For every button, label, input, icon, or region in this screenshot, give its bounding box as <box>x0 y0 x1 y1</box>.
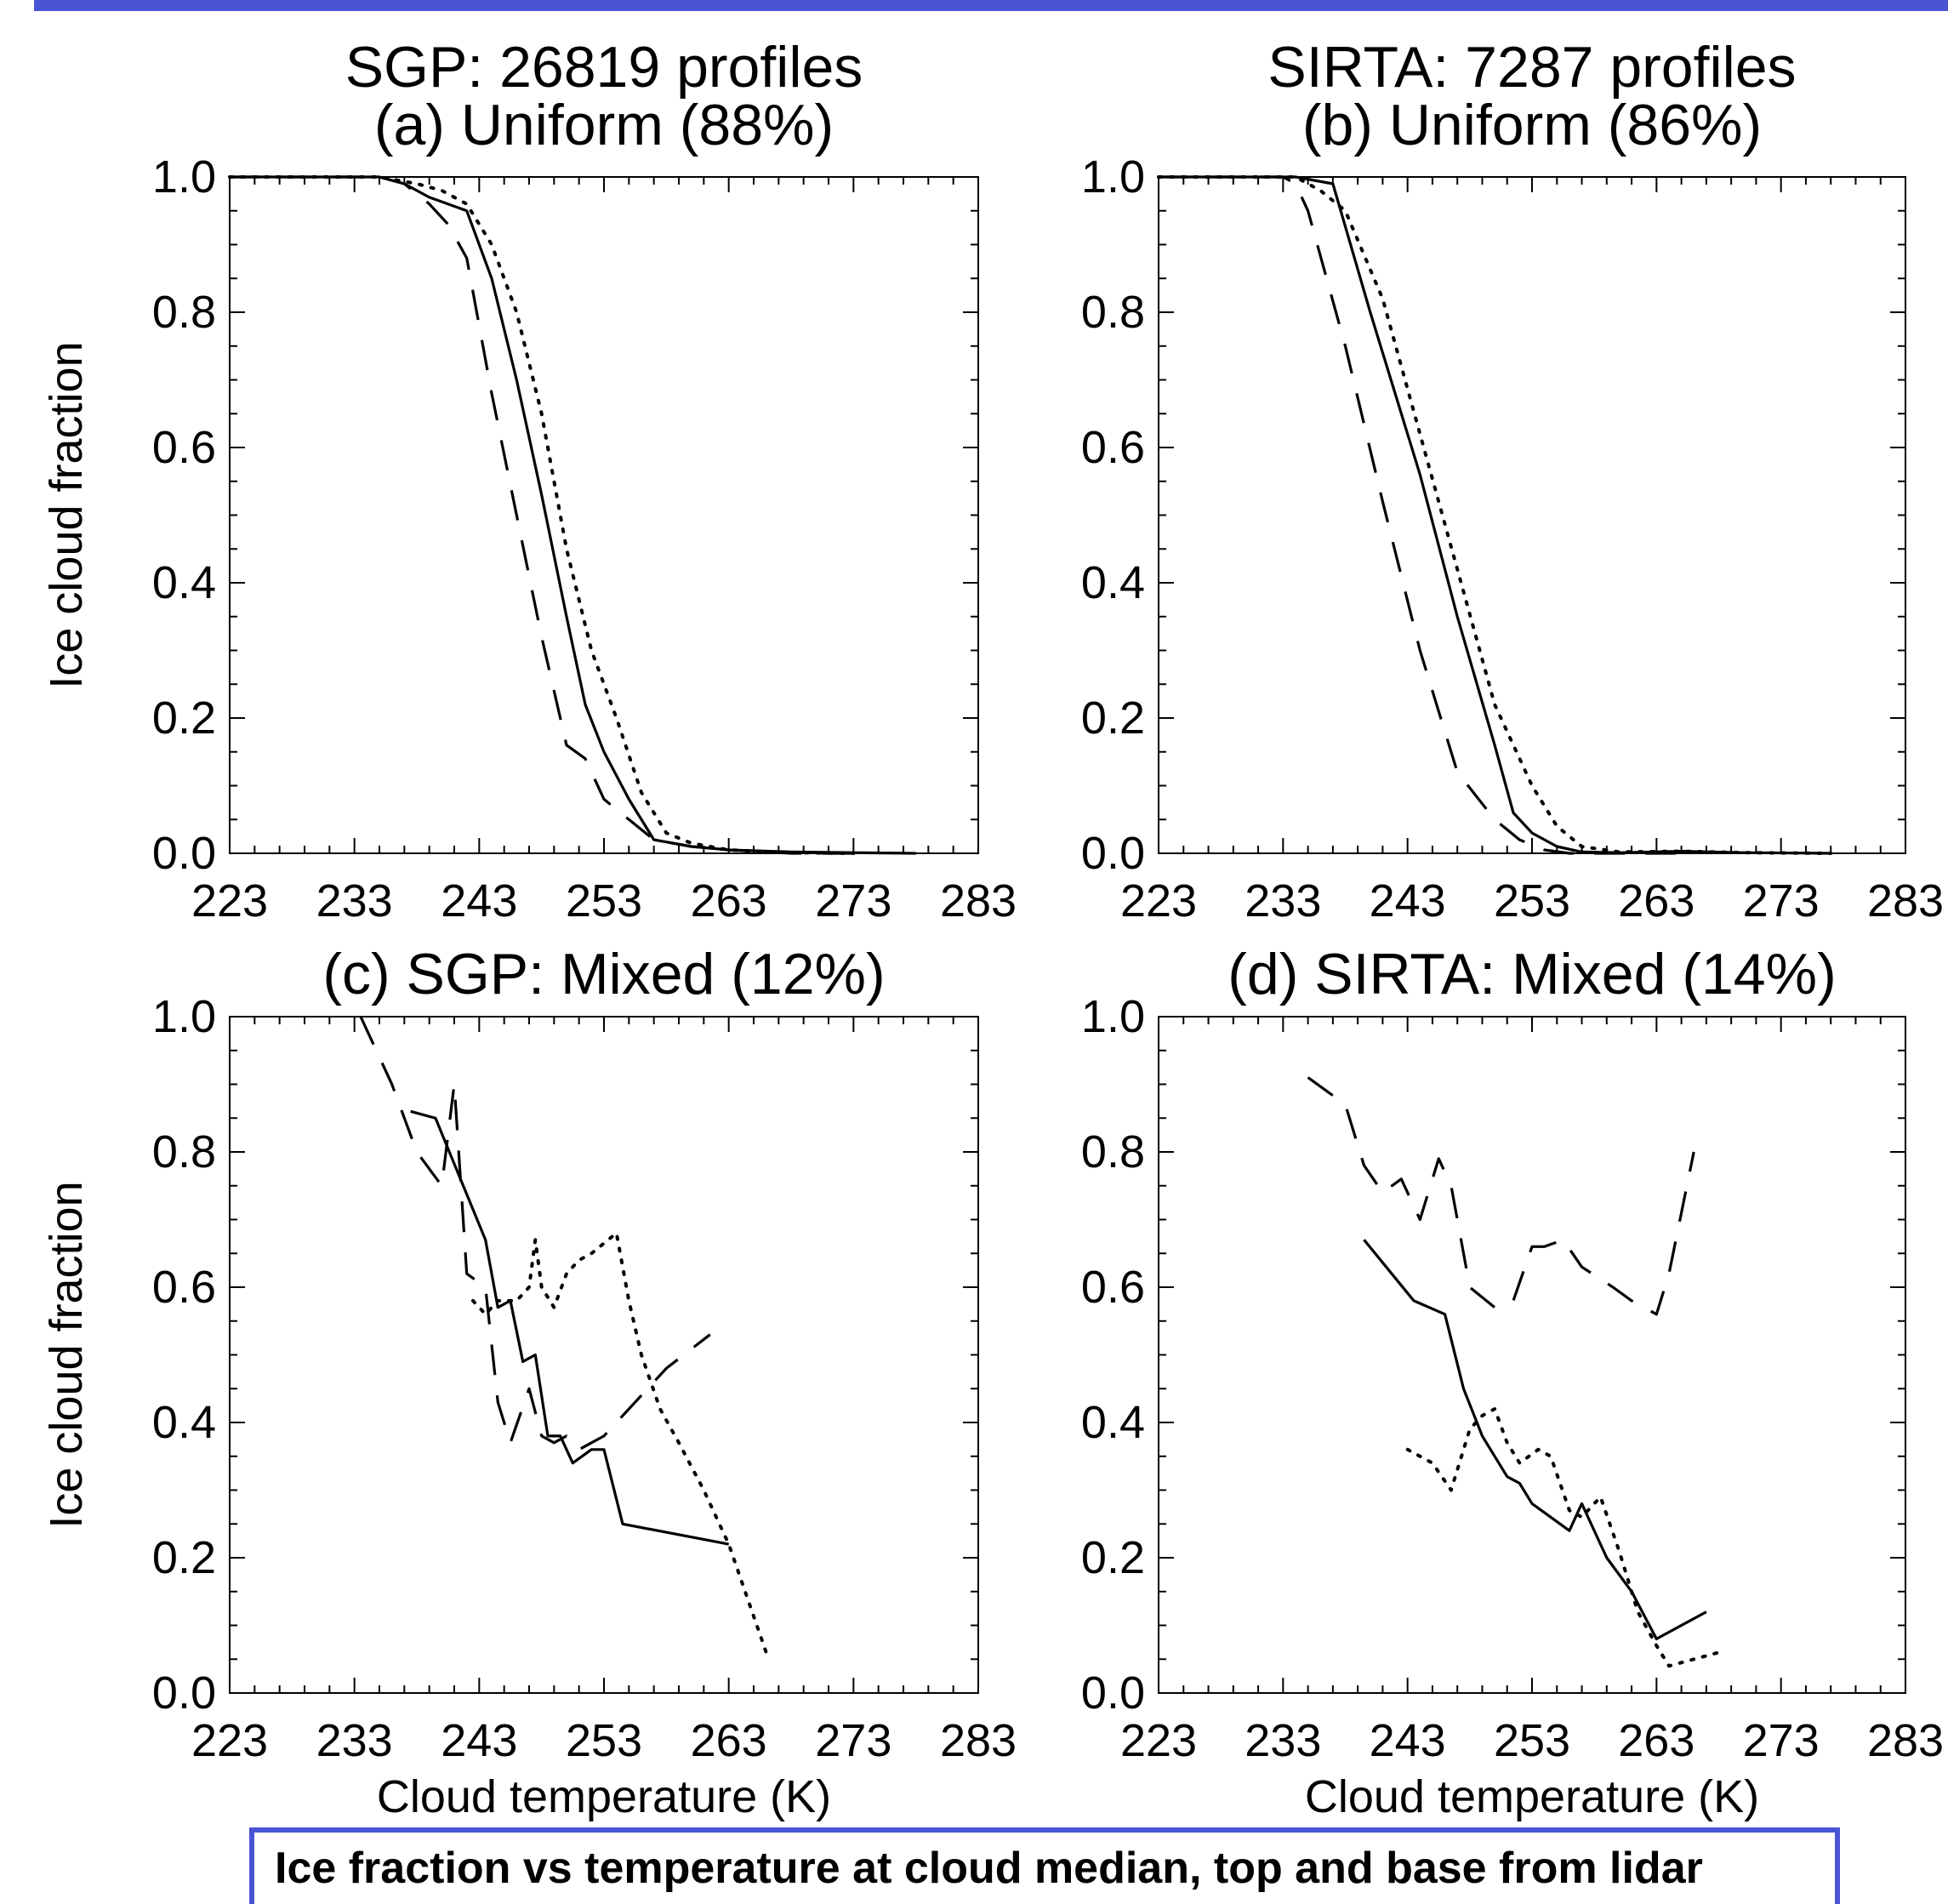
x-tick-label: 223 <box>1120 1715 1197 1766</box>
x-axis-label: Cloud temperature (K) <box>1305 1771 1759 1822</box>
x-tick-label: 233 <box>316 1715 393 1766</box>
series-line-solid <box>230 175 916 855</box>
panel-title: (d) SIRTA: Mixed (14%) <box>1227 942 1836 1006</box>
series-line-dashed <box>230 175 854 855</box>
x-tick-label: 253 <box>566 875 642 926</box>
x-tick-label: 263 <box>1618 875 1695 926</box>
panel-1: 223 233 243 253 263 273 283 0.0 0.2 0.4 0.6 0.8 1.0 S… <box>41 35 1017 926</box>
plot-frame <box>1158 1016 1906 1694</box>
x-tick-label: 273 <box>815 1715 891 1766</box>
y-tick-label: 0.0 <box>152 1667 216 1719</box>
y-tick-label: 0.8 <box>152 287 216 338</box>
y-tick-label: 0.0 <box>1081 828 1145 879</box>
series-line-dotted <box>471 1231 768 1655</box>
y-tick-label: 0.2 <box>152 693 216 744</box>
x-tick-label: 283 <box>940 1715 1017 1766</box>
y-tick-label: 1.0 <box>152 991 216 1042</box>
plot-frame <box>1158 176 1906 854</box>
x-tick-label: 283 <box>1867 875 1944 926</box>
y-axis-label: Ice cloud fraction <box>41 341 92 688</box>
series-line-solid <box>1363 1239 1707 1641</box>
series-line-dashed <box>359 1016 711 1451</box>
x-tick-label: 233 <box>1245 875 1321 926</box>
x-tick-label: 223 <box>1120 875 1197 926</box>
x-tick-label: 233 <box>316 875 393 926</box>
y-tick-label: 0.0 <box>152 828 216 879</box>
y-tick-label: 0.4 <box>1081 557 1145 608</box>
y-tick-label: 0.0 <box>1081 1667 1145 1719</box>
panel-title: SGP: 26819 profiles <box>345 35 863 100</box>
x-tick-label: 273 <box>1743 1715 1820 1766</box>
series-line-solid <box>1159 175 1831 855</box>
y-tick-label: 0.2 <box>1081 693 1145 744</box>
x-tick-label: 243 <box>441 1715 517 1766</box>
x-tick-label: 243 <box>441 875 517 926</box>
panel-subtitle: (b) Uniform (86%) <box>1302 93 1762 157</box>
x-axis-label: Cloud temperature (K) <box>377 1771 831 1822</box>
x-tick-label: 263 <box>1618 1715 1695 1766</box>
panel-subtitle: (a) Uniform (88%) <box>374 93 834 157</box>
caption-text: Ice fraction vs temperature at cloud med… <box>275 1844 1703 1893</box>
y-tick-label: 0.6 <box>1081 422 1145 473</box>
series-line-dotted <box>1157 175 1833 855</box>
panel-title: (c) SGP: Mixed (12%) <box>322 942 885 1006</box>
x-tick-label: 243 <box>1370 1715 1446 1766</box>
y-axis-label: Ice cloud fraction <box>41 1181 92 1528</box>
x-tick-label: 243 <box>1370 875 1446 926</box>
y-tick-label: 1.0 <box>152 151 216 202</box>
y-tick-label: 1.0 <box>1081 151 1145 202</box>
y-tick-label: 0.2 <box>152 1532 216 1583</box>
panel-3: 223 233 243 253 263 273 283 0.0 0.2 0.4 0.6 0.8 1.0 (… <box>41 942 1017 1822</box>
x-tick-label: 223 <box>191 875 268 926</box>
x-tick-label: 283 <box>940 875 1017 926</box>
panel-2: 223 233 243 253 263 273 283 0.0 0.2 0.4 0.6 0.8 1.0 S… <box>1081 35 1944 926</box>
y-tick-label: 0.4 <box>1081 1397 1145 1448</box>
y-tick-label: 0.4 <box>152 557 216 608</box>
x-tick-label: 263 <box>691 875 767 926</box>
y-tick-label: 1.0 <box>1081 991 1145 1042</box>
y-tick-label: 0.4 <box>152 1397 216 1448</box>
caption-box: Ice fraction vs temperature at cloud med… <box>249 1827 1840 1904</box>
x-tick-label: 273 <box>815 875 891 926</box>
series-line-dashed <box>1159 175 1682 855</box>
x-tick-label: 253 <box>566 1715 642 1766</box>
x-tick-label: 263 <box>691 1715 767 1766</box>
series-line-dotted <box>228 175 856 855</box>
series-line-solid <box>410 1109 729 1546</box>
y-tick-label: 0.2 <box>1081 1532 1145 1583</box>
x-tick-label: 283 <box>1867 1715 1944 1766</box>
y-tick-label: 0.8 <box>152 1126 216 1177</box>
x-tick-label: 273 <box>1743 875 1820 926</box>
y-tick-label: 0.6 <box>152 1262 216 1313</box>
x-tick-label: 233 <box>1245 1715 1321 1766</box>
x-tick-label: 253 <box>1494 875 1570 926</box>
x-tick-label: 223 <box>191 1715 268 1766</box>
y-tick-label: 0.6 <box>1081 1262 1145 1313</box>
series-line-dotted <box>1405 1407 1721 1668</box>
panel-title: SIRTA: 7287 profiles <box>1267 35 1796 100</box>
y-tick-label: 0.6 <box>152 422 216 473</box>
y-tick-label: 0.8 <box>1081 1126 1145 1177</box>
y-tick-label: 0.8 <box>1081 287 1145 338</box>
top-accent-bar <box>34 0 1948 11</box>
panel-4: 223 233 243 253 263 273 283 0.0 0.2 0.4 0.6 0.8 1.0 (… <box>1081 942 1944 1822</box>
series-line-dashed <box>1307 1076 1695 1316</box>
x-tick-label: 253 <box>1494 1715 1570 1766</box>
plot-frame <box>229 1016 979 1694</box>
